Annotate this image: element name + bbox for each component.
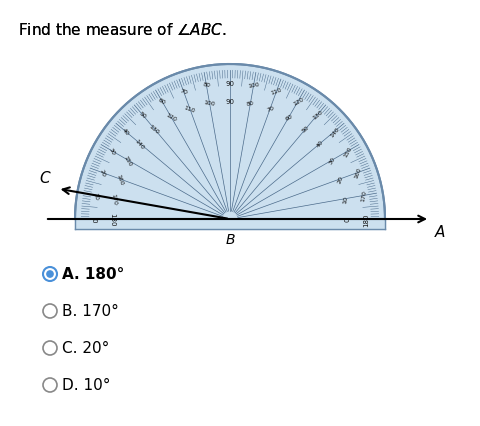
Text: 40: 40	[121, 127, 130, 137]
Text: 20: 20	[98, 168, 105, 178]
Text: 100: 100	[203, 100, 215, 107]
Text: 130: 130	[148, 124, 160, 135]
Text: 70: 70	[265, 105, 274, 113]
Text: 180: 180	[109, 213, 115, 226]
Text: 50: 50	[137, 111, 146, 120]
Text: 170: 170	[360, 190, 367, 202]
Text: B: B	[225, 233, 234, 246]
Text: 60: 60	[284, 114, 293, 122]
Text: 50: 50	[300, 125, 310, 134]
Text: 40: 40	[315, 139, 324, 149]
Text: 90: 90	[225, 99, 234, 105]
Text: 80: 80	[246, 101, 254, 107]
Text: A. 180°: A. 180°	[62, 267, 124, 282]
Text: 180: 180	[363, 213, 369, 226]
Polygon shape	[75, 65, 384, 219]
Text: 100: 100	[247, 82, 259, 89]
Text: 0: 0	[90, 217, 96, 222]
Text: 140: 140	[328, 126, 339, 138]
Text: 140: 140	[134, 138, 145, 150]
Text: 10: 10	[342, 195, 348, 203]
Text: 80: 80	[202, 82, 210, 89]
Polygon shape	[75, 219, 384, 230]
Text: 160: 160	[115, 173, 123, 186]
Text: 160: 160	[353, 167, 362, 179]
Text: Find the measure of $\angle$$\it{ABC}$.: Find the measure of $\angle$$\it{ABC}$.	[18, 22, 226, 38]
Text: 30: 30	[108, 147, 116, 156]
Circle shape	[43, 378, 57, 392]
Text: 30: 30	[327, 156, 336, 165]
Text: 110: 110	[270, 87, 282, 96]
Text: 10: 10	[92, 192, 98, 200]
Text: 170: 170	[110, 193, 117, 205]
Text: 20: 20	[336, 175, 344, 184]
Text: D. 10°: D. 10°	[62, 377, 110, 393]
Text: 60: 60	[157, 98, 166, 106]
Text: B. 170°: B. 170°	[62, 304, 119, 319]
Text: 120: 120	[291, 97, 304, 107]
Text: 150: 150	[342, 145, 352, 158]
Text: 90: 90	[225, 81, 234, 86]
Text: 110: 110	[183, 105, 196, 113]
Text: Find the measure of $\angle ABC$.: Find the measure of $\angle ABC$.	[18, 22, 226, 38]
Circle shape	[43, 341, 57, 355]
Text: 120: 120	[165, 112, 177, 123]
Text: C: C	[39, 170, 49, 185]
Circle shape	[43, 268, 57, 281]
Text: 70: 70	[179, 88, 188, 95]
Text: 150: 150	[123, 155, 133, 167]
Text: 130: 130	[311, 109, 323, 121]
Text: C. 20°: C. 20°	[62, 341, 109, 356]
Circle shape	[43, 304, 57, 318]
Circle shape	[46, 271, 54, 278]
Text: A: A	[434, 225, 444, 239]
Text: 0: 0	[344, 217, 350, 222]
